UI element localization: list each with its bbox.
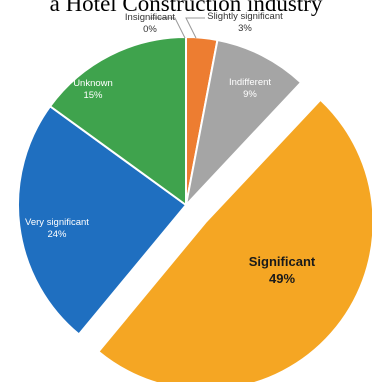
- slice-label-slightly-significant: Slightly significant: [207, 11, 283, 22]
- slice-label-insignificant: Insignificant: [125, 12, 176, 23]
- pie-slice-significant: [97, 98, 372, 382]
- slice-label-unknown: Unknown: [73, 78, 113, 89]
- pie-slice-very-significant: [17, 104, 188, 336]
- slice-label-significant: Significant: [249, 254, 316, 269]
- slice-label-indifferent: Indifferent: [229, 77, 271, 88]
- slice-percent-indifferent: 9%: [243, 89, 257, 100]
- callout-line-insignificant: [150, 17, 186, 39]
- slice-label-very-significant: Very significant: [25, 217, 89, 228]
- pie-slice-unknown: [48, 35, 187, 207]
- slice-percent-slightly-significant: 3%: [238, 23, 252, 34]
- pie-slice-indifferent: [184, 38, 303, 209]
- slice-percent-very-significant: 24%: [47, 229, 67, 240]
- slice-percent-unknown: 15%: [83, 90, 103, 101]
- callout-line-slightly-significant: [185, 17, 205, 39]
- slice-percent-insignificant: 0%: [143, 24, 157, 35]
- slice-percent-significant: 49%: [269, 271, 295, 286]
- chart-title: a Hotel Construction industry: [49, 0, 323, 16]
